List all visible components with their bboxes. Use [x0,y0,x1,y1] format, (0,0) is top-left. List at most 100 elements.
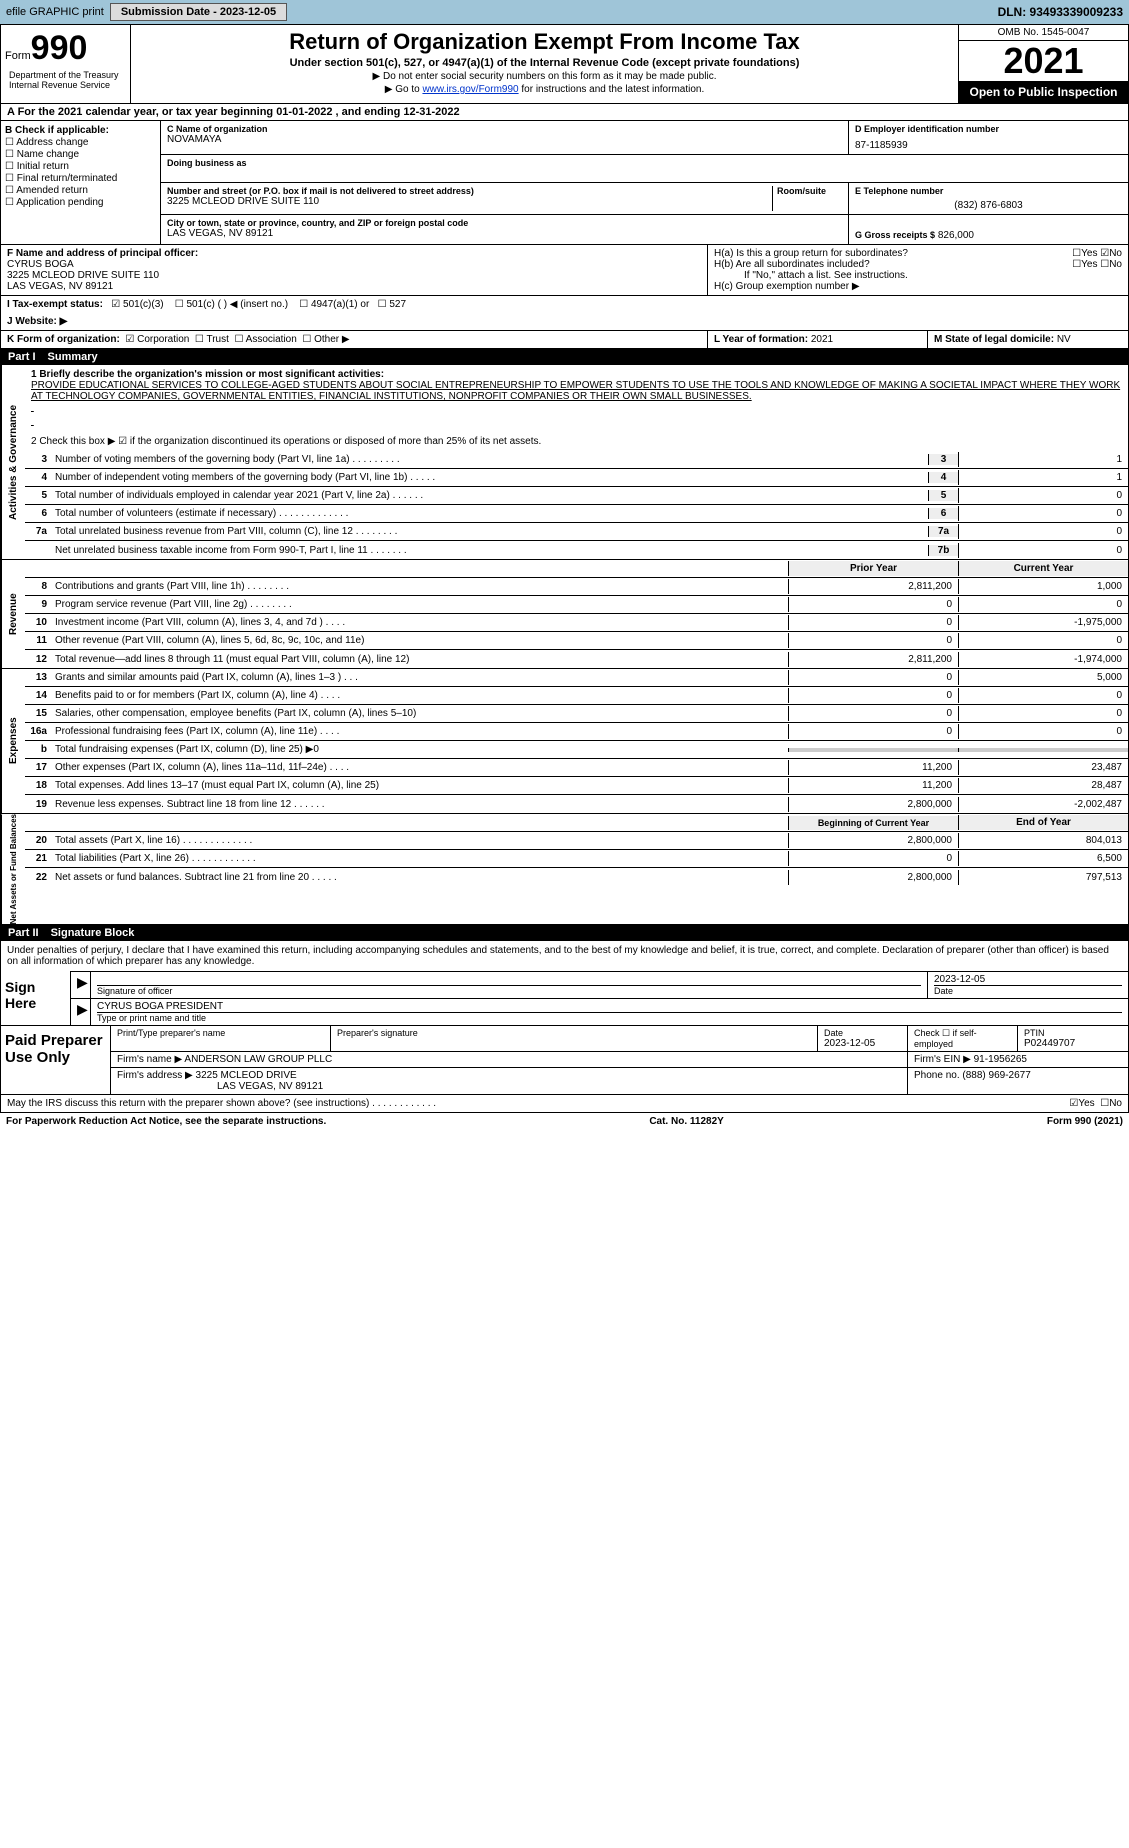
sig-officer-label: Signature of officer [97,985,921,996]
line-curr: 1,000 [958,579,1128,594]
chk-initial-return[interactable]: ☐ Initial return [5,161,156,172]
line-text: Investment income (Part VIII, column (A)… [51,615,788,630]
line-box: 4 [928,472,958,483]
form-ref: Form 990 (2021) [1047,1116,1123,1127]
line-num: 16a [25,724,51,739]
goto-prefix: ▶ Go to [385,84,423,95]
l-label: L Year of formation: [714,334,808,345]
line-text: Total unrelated business revenue from Pa… [51,524,928,539]
calendar-year-row: A For the 2021 calendar year, or tax yea… [0,104,1129,121]
form-number: Form990 [5,29,126,68]
vtab-net-assets: Net Assets or Fund Balances [1,814,25,924]
line-val: 1 [958,452,1128,467]
chk-amended[interactable]: ☐ Amended return [5,185,156,196]
hb-label: H(b) Are all subordinates included? [714,259,870,270]
line-text: Revenue less expenses. Subtract line 18 … [51,797,788,812]
officer-addr: 3225 MCLEOD DRIVE SUITE 110 [7,270,701,281]
line-num: 12 [25,652,51,667]
firm-addr1: 3225 MCLEOD DRIVE [196,1070,297,1081]
summary-body: Activities & Governance 1 Briefly descri… [0,365,1129,925]
omb-number: OMB No. 1545-0047 [959,25,1128,41]
line-val: 0 [958,543,1128,558]
line-num: 11 [25,633,51,648]
line-prior: 2,800,000 [788,797,958,812]
submission-date-button[interactable]: Submission Date - 2023-12-05 [110,3,287,21]
addr-label: Number and street (or P.O. box if mail i… [167,186,772,196]
line-num: 19 [25,797,51,812]
prep-date-hdr: Date [824,1028,901,1038]
chk-app-pending[interactable]: ☐ Application pending [5,197,156,208]
line-text: Contributions and grants (Part VIII, lin… [51,579,788,594]
efile-label: efile GRAPHIC print [6,6,104,18]
e-phone-label: E Telephone number [855,186,1122,196]
line-text: Total number of volunteers (estimate if … [51,506,928,521]
cat-no: Cat. No. 11282Y [649,1116,723,1127]
line-prior: 0 [788,670,958,685]
i-527: 527 [389,299,406,310]
line-num: 5 [25,488,51,503]
vtab-revenue: Revenue [1,560,25,668]
org-address: 3225 MCLEOD DRIVE SUITE 110 [167,196,772,207]
line-curr: 0 [958,633,1128,648]
beg-year-hdr: Beginning of Current Year [788,816,958,830]
pra-notice: For Paperwork Reduction Act Notice, see … [6,1116,326,1127]
j-label: J Website: ▶ [7,316,67,327]
line-curr: 0 [958,706,1128,721]
part2-title: Signature Block [51,927,135,939]
line-prior [788,748,958,752]
line-num: 10 [25,615,51,630]
part1-num: Part I [8,351,36,363]
line-text: Other revenue (Part VIII, column (A), li… [51,633,788,648]
org-info-grid: B Check if applicable: ☐ Address change … [0,121,1129,245]
line-prior: 2,811,200 [788,652,958,667]
gross-receipts: 826,000 [938,230,974,241]
form-990-num: 990 [31,29,88,67]
phone-value: (832) 876-6803 [855,200,1122,211]
efile-topbar: efile GRAPHIC print Submission Date - 20… [0,0,1129,24]
name-title-label: Type or print name and title [97,1012,1122,1023]
line-num: 4 [25,470,51,485]
tax-year: 2021 [959,41,1128,81]
arrow-icon: ▶ [77,974,88,990]
line-prior: 11,200 [788,778,958,793]
line-text: Total fundraising expenses (Part IX, col… [51,742,788,757]
discuss-yes: Yes [1078,1098,1094,1109]
m-label: M State of legal domicile: [934,334,1054,345]
irs-link[interactable]: www.irs.gov/Form990 [422,84,518,95]
part2-num: Part II [8,927,39,939]
org-name: NOVAMAYA [167,134,842,145]
firm-addr-label: Firm's address ▶ [117,1070,193,1081]
line-prior: 0 [788,633,958,648]
prep-sig-hdr: Preparer's signature [337,1028,811,1038]
prior-year-hdr: Prior Year [788,561,958,576]
chk-label: Name change [17,149,79,160]
discuss-row: May the IRS discuss this return with the… [0,1095,1129,1113]
line-num: 17 [25,760,51,775]
sig-date-label: Date [934,985,1122,996]
form-subtitle-3: ▶ Go to www.irs.gov/Form990 for instruct… [139,84,950,95]
part1-header: Part I Summary [0,349,1129,365]
chk-final-return[interactable]: ☐ Final return/terminated [5,173,156,184]
chk-address-change[interactable]: ☐ Address change [5,137,156,148]
line-text: Other expenses (Part IX, column (A), lin… [51,760,788,775]
klm-row: K Form of organization: ☑ Corporation ☐ … [0,331,1129,349]
form-header: Form990 Department of the Treasury Inter… [0,24,1129,104]
firm-phone-label: Phone no. [914,1070,960,1081]
line-val: 1 [958,470,1128,485]
firm-phone: (888) 969-2677 [962,1070,1030,1081]
firm-addr2: LAS VEGAS, NV 89121 [217,1081,323,1092]
chk-name-change[interactable]: ☐ Name change [5,149,156,160]
line-num: 22 [25,870,51,885]
line-num: 21 [25,851,51,866]
line-text: Total revenue—add lines 8 through 11 (mu… [51,652,788,667]
line-val: 0 [958,488,1128,503]
line-prior: 0 [788,597,958,612]
line-curr: 804,013 [958,833,1128,848]
line-curr: 23,487 [958,760,1128,775]
line-box: 7a [928,526,958,537]
line-text: Salaries, other compensation, employee b… [51,706,788,721]
line-prior: 0 [788,615,958,630]
sign-here-label: Sign Here [1,971,71,1025]
line-num: 20 [25,833,51,848]
line-num: 6 [25,506,51,521]
